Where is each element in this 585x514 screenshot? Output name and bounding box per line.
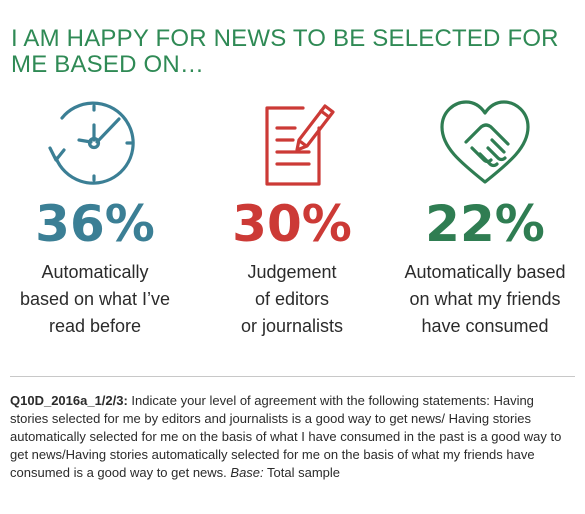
stat-label-line: on what my friends [409,289,561,309]
question-text: Indicate your level of agreement with th… [10,393,562,480]
stat-label: Automatically based on what my friends h… [390,259,580,340]
stats-row: 36% Automatically based on what I’ve rea… [0,92,585,352]
stat-friends-consumed: 22% Automatically based on what my frien… [390,92,580,340]
base-value: Total sample [263,465,341,480]
stat-automatic-history: 36% Automatically based on what I’ve rea… [0,92,190,340]
headline-line-2: ME BASED ON… [11,51,205,78]
stat-label: Judgement of editors or journalists [197,259,387,340]
stat-label-line: have consumed [421,316,549,336]
base-label: Base: [230,465,264,480]
stat-label: Automatically based on what I’ve read be… [0,259,190,340]
headline: I AM HAPPY FOR NEWS TO BE SELECTED FOR M… [11,26,571,78]
notepad-pencil-icon [265,104,335,186]
stat-value: 36% [35,195,155,253]
stat-label-line: of editors [254,289,330,309]
stat-label-line: read before [48,316,142,336]
stat-label-line: Automatically [41,262,149,282]
divider [10,376,575,377]
stat-label-line: based on what I’ve [19,289,171,309]
clock-arrow-icon [48,101,135,185]
footnote: Q10D_2016a_1/2/3: Indicate your level of… [10,392,575,482]
stat-value: 30% [232,195,352,253]
stat-value: 22% [425,195,545,253]
stat-editors-judgement: 30% Judgement of editors or journalists [197,92,387,340]
stat-label-line: Judgement [247,262,337,282]
stat-label-line: or journalists [240,316,344,336]
stat-label-line: Automatically based [404,262,566,282]
headline-line-1: I AM HAPPY FOR NEWS TO BE SELECTED FOR [11,25,559,52]
heart-handshake-icon [440,100,530,184]
question-id: Q10D_2016a_1/2/3: [10,393,128,408]
